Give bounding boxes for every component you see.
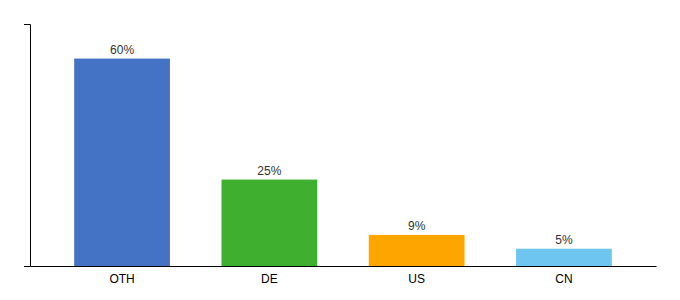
x-tick: US [408, 272, 425, 286]
data-label: 9% [408, 219, 426, 233]
x-tick-label: DE [261, 272, 278, 286]
bar [221, 180, 317, 266]
x-tick-label: US [408, 272, 425, 286]
x-tick-label: CN [555, 272, 572, 286]
x-tick: CN [555, 272, 572, 286]
data-label: 60% [110, 43, 134, 57]
chart-svg: OTH DE US CN 60% 25% 9% 5% [0, 0, 680, 300]
bar [74, 59, 170, 266]
x-tick: DE [261, 272, 278, 286]
x-tick-label: OTH [109, 272, 134, 286]
x-axis: OTH DE US CN [31, 267, 657, 286]
data-label: 25% [257, 164, 281, 178]
x-tick: OTH [109, 272, 134, 286]
bar [516, 249, 612, 266]
bar [369, 235, 465, 266]
y-axis-line [24, 25, 31, 267]
bars [74, 59, 612, 266]
chart-container: OTH DE US CN 60% 25% 9% 5% [0, 0, 680, 300]
y-axis [24, 25, 31, 267]
data-label: 5% [555, 233, 573, 247]
x-axis-line [31, 266, 657, 267]
plot-area: OTH DE US CN 60% 25% 9% 5% [24, 25, 657, 286]
data-labels: 60% 25% 9% 5% [110, 43, 573, 247]
